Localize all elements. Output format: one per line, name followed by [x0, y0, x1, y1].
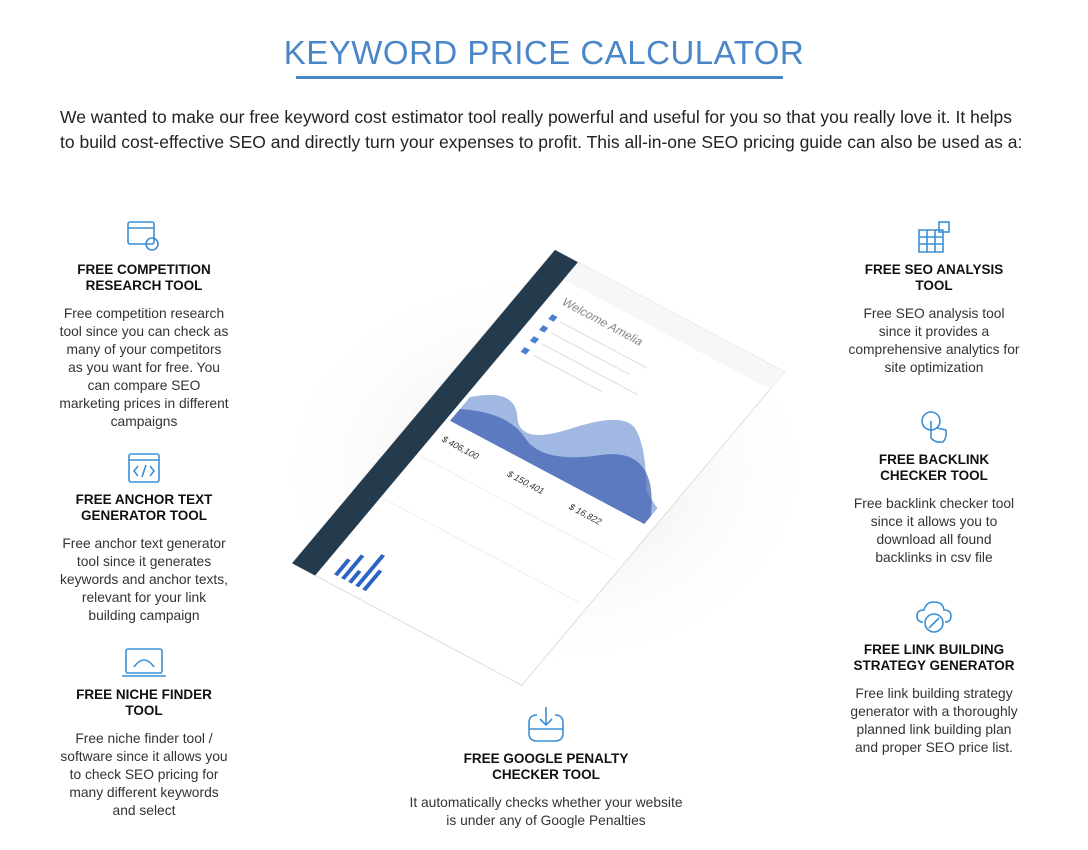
feature-description: Free link building strategy generator wi…	[850, 686, 1018, 755]
icon	[916, 601, 952, 633]
feature-description: It automatically checks whether your web…	[409, 795, 683, 828]
feature-description: Free anchor text generator tool since it…	[60, 536, 228, 623]
feature-description: Free niche finder tool / software since …	[60, 731, 228, 818]
feature-title: FREE COMPETITION RESEARCH TOOL	[77, 262, 211, 293]
intro-text: We wanted to make our free keyword cost …	[60, 107, 1023, 152]
icon	[127, 221, 159, 251]
feature-title: FREE BACKLINK CHECKER TOOL	[878, 452, 990, 483]
feature-description: Free competition research tool since you…	[59, 306, 229, 429]
feature-title: FREE GOOGLE PENALTY CHECKER TOOL	[463, 751, 629, 782]
feature: FREE ANCHOR TEXT GENERATOR TOOL Free anc…	[58, 452, 230, 625]
icon	[128, 453, 160, 483]
feature-title: FREE SEO ANALYSIS TOOL	[864, 262, 1004, 293]
feature-title: FREE ANCHOR TEXT GENERATOR TOOL	[75, 492, 213, 523]
feature-title: FREE NICHE FINDER TOOL	[76, 687, 212, 718]
dashboard-mockup: Welcome Amelia $ 406,100 $ 150,401 $ 16,…	[265, 249, 825, 686]
title-underline	[296, 76, 783, 79]
feature: FREE SEO ANALYSIS TOOL Free SEO analysis…	[848, 220, 1020, 377]
feature: FREE BACKLINK CHECKER TOOL Free backlink…	[848, 410, 1020, 567]
feature: FREE GOOGLE PENALTY CHECKER TOOL It auto…	[405, 705, 687, 830]
feature: FREE COMPETITION RESEARCH TOOL Free comp…	[58, 220, 230, 431]
mockup-screen: Welcome Amelia $ 406,100 $ 150,401 $ 16,…	[291, 249, 786, 686]
page-title: KEYWORD PRICE CALCULATOR	[283, 34, 805, 71]
feature-description: Free backlink checker tool since it allo…	[853, 496, 1015, 565]
icon	[528, 707, 564, 742]
feature-description: Free SEO analysis tool since it provides…	[848, 306, 1020, 375]
icon	[921, 411, 947, 443]
feature: FREE NICHE FINDER TOOL Free niche finder…	[58, 647, 230, 820]
icon	[918, 221, 950, 253]
feature: FREE LINK BUILDING STRATEGY GENERATOR Fr…	[848, 600, 1020, 757]
feature-title: FREE LINK BUILDING STRATEGY GENERATOR	[853, 642, 1015, 673]
icon	[122, 648, 166, 677]
